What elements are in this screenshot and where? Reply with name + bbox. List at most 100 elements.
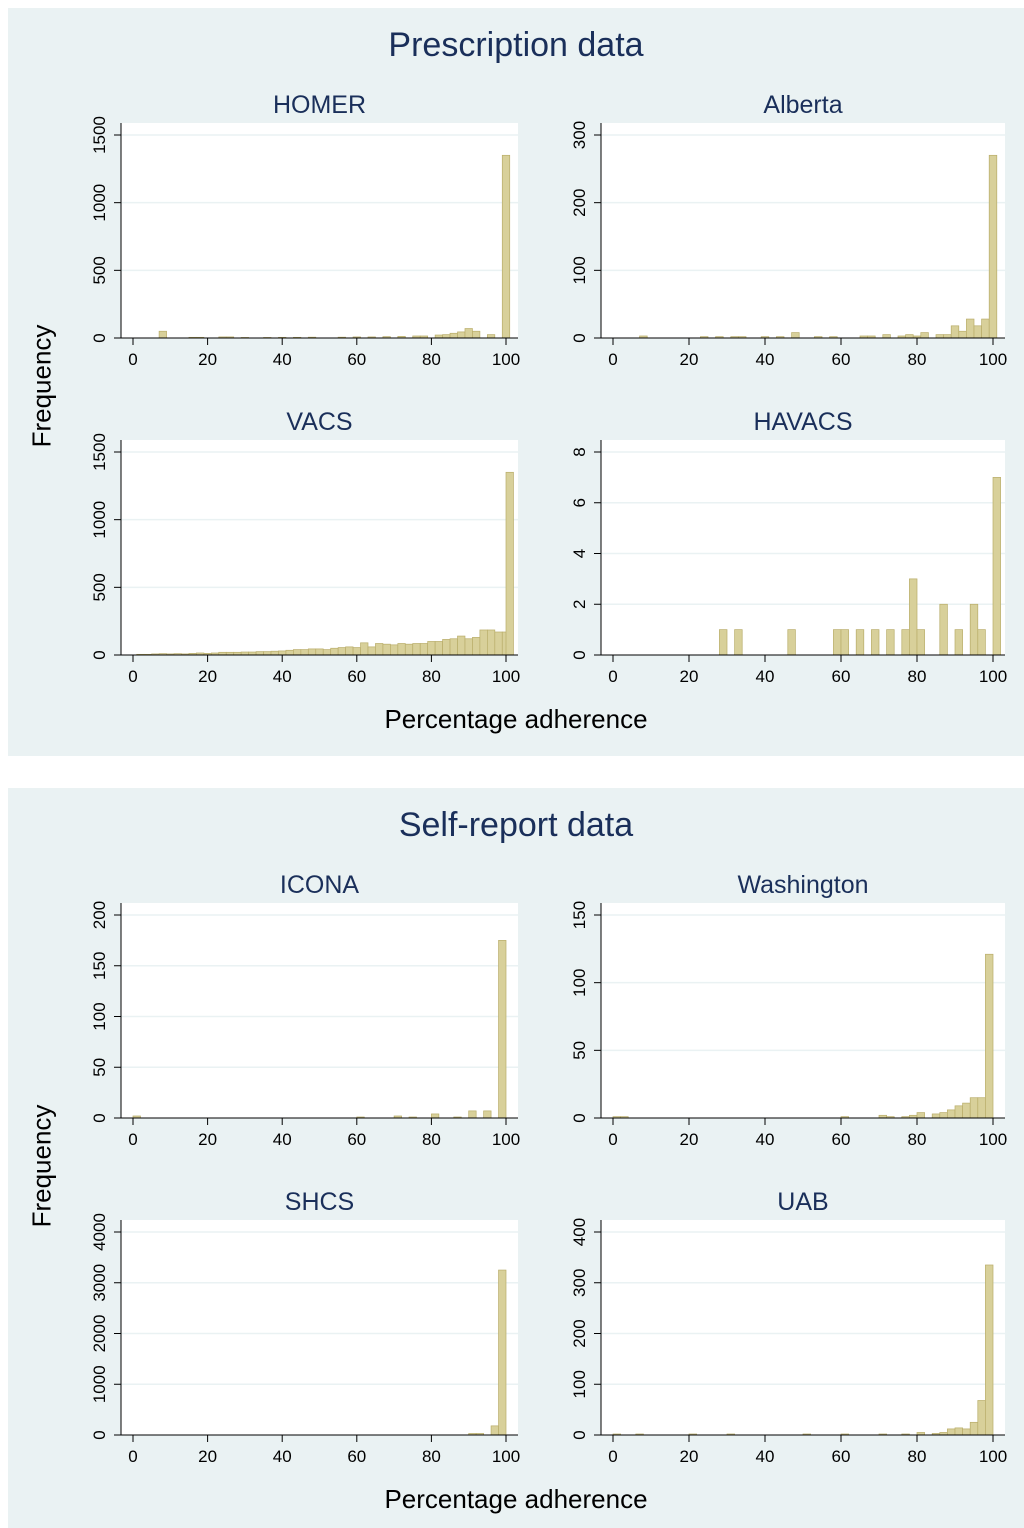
y-tick-label: 0 (570, 1113, 589, 1122)
y-tick-label: 1000 (90, 184, 109, 222)
bar (420, 643, 427, 655)
y-tick-label: 100 (570, 256, 589, 284)
bar (966, 319, 974, 338)
x-tick-label: 100 (979, 667, 1007, 686)
chart-shcs: SHCS 0 1000 2000 3000 4000 0 20 40 60 80 100 (90, 1188, 520, 1466)
plot-area (121, 1220, 518, 1435)
x-tick-label: 60 (832, 667, 851, 686)
bar (353, 648, 360, 655)
bar (917, 1113, 925, 1118)
y-tick-label: 6 (570, 498, 589, 507)
y-tick-label: 100 (570, 968, 589, 996)
bar (921, 333, 929, 338)
bar (970, 1098, 978, 1118)
bar (443, 639, 450, 655)
y-tick-label: 200 (90, 901, 109, 929)
x-tick-label: 60 (832, 1130, 851, 1149)
bar (398, 643, 405, 655)
bar (450, 333, 457, 338)
bar (974, 326, 982, 338)
bar (887, 630, 895, 655)
x-tick-label: 80 (908, 1130, 927, 1149)
y-tick-label: 0 (90, 1430, 109, 1439)
bar (951, 326, 959, 338)
x-tick-label: 100 (979, 1130, 1007, 1149)
bar (978, 1098, 986, 1118)
x-tick-label: 60 (832, 1447, 851, 1466)
bar (856, 630, 864, 655)
y-tick-label: 2 (570, 600, 589, 609)
bar (308, 649, 315, 655)
y-tick-label: 500 (90, 256, 109, 284)
bar (465, 329, 472, 338)
bar (361, 643, 368, 655)
x-tick-label: 60 (347, 1130, 366, 1149)
y-tick-label: 0 (570, 650, 589, 659)
bar (989, 155, 997, 338)
bar (947, 1429, 955, 1435)
chart-washington: Washington0501001500 20 40 60 80 100 (570, 871, 1007, 1149)
bar (940, 1113, 948, 1118)
bar (719, 630, 727, 655)
bar (159, 331, 166, 338)
x-tick-label: 40 (273, 667, 292, 686)
bar (499, 940, 506, 1118)
bar (271, 651, 278, 655)
plot-area (121, 903, 518, 1118)
y-tick-label: 100 (570, 1370, 589, 1398)
bar (405, 644, 412, 655)
x-tick-label: 100 (492, 1130, 520, 1149)
y-tick-label: 0 (90, 1113, 109, 1122)
x-tick-label: 0 (128, 350, 137, 369)
bar (487, 335, 494, 338)
x-tick-label: 60 (832, 350, 851, 369)
y-tick-label: 0 (90, 333, 109, 342)
x-tick-label: 40 (273, 1130, 292, 1149)
bar (909, 579, 917, 655)
self-report-charts: ICONA0501001502000 20 40 60 80 100Washington0… (8, 788, 1024, 1528)
y-tick-label: 300 (570, 121, 589, 149)
y-tick-label: 200 (570, 188, 589, 216)
bar (435, 641, 442, 655)
bar (346, 647, 353, 655)
bar (993, 477, 1001, 655)
bar (264, 652, 271, 655)
bar (788, 630, 796, 655)
bar (431, 1114, 438, 1118)
x-tick-label: 80 (422, 350, 441, 369)
y-tick-label: 1500 (90, 116, 109, 154)
bar (323, 650, 330, 655)
y-tick-label: 400 (570, 1218, 589, 1246)
x-tick-label: 20 (680, 1130, 699, 1149)
bar (491, 1426, 498, 1435)
bar (735, 630, 743, 655)
bar (390, 645, 397, 655)
bar (955, 1106, 963, 1118)
y-tick-label: 500 (90, 573, 109, 601)
y-tick-label: 4 (570, 549, 589, 558)
bar (487, 630, 494, 655)
bar (940, 604, 948, 655)
x-tick-label: 100 (492, 667, 520, 686)
x-tick-label: 40 (756, 667, 775, 686)
y-tick-label: 0 (90, 650, 109, 659)
x-tick-label: 0 (608, 350, 617, 369)
bar (469, 1111, 476, 1118)
bar (383, 644, 390, 655)
x-tick-label: 80 (422, 667, 441, 686)
bar (293, 650, 300, 655)
bar (443, 335, 450, 338)
bar (959, 331, 967, 338)
x-tick-label: 40 (273, 1447, 292, 1466)
x-tick-label: 60 (347, 1447, 366, 1466)
chart-title: Washington (737, 871, 868, 899)
y-tick-label: 0 (570, 333, 589, 342)
bar (301, 650, 308, 655)
x-tick-label: 0 (608, 667, 617, 686)
x-tick-label: 20 (198, 667, 217, 686)
x-tick-label: 80 (422, 1130, 441, 1149)
y-tick-label: 300 (570, 1269, 589, 1297)
y-tick-label: 150 (570, 901, 589, 929)
chart-title: HOMER (273, 91, 366, 119)
